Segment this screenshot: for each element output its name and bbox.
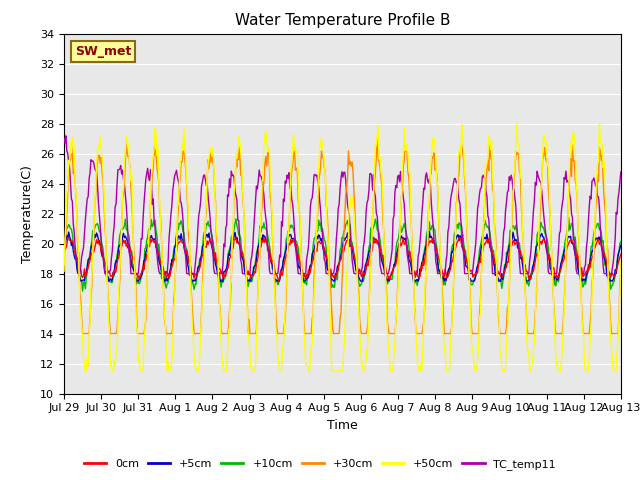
+10cm [617, 239, 625, 244]
+30cm [390, 331, 398, 336]
+10cm [204, 218, 212, 224]
Title: Water Temperature Profile B: Water Temperature Profile B [235, 13, 450, 28]
+50cm [313, 226, 321, 232]
+5cm [617, 242, 625, 248]
+30cm [373, 136, 381, 142]
+10cm [433, 244, 440, 250]
0cm [159, 263, 166, 268]
+30cm [481, 193, 489, 199]
+50cm [60, 268, 68, 274]
Line: +30cm: +30cm [64, 139, 621, 334]
+10cm [159, 281, 167, 287]
+5cm [204, 235, 212, 240]
Line: +10cm: +10cm [64, 218, 621, 291]
+5cm [78, 278, 86, 284]
+30cm [60, 262, 68, 267]
TC_temp11 [314, 180, 322, 185]
+30cm [617, 266, 625, 272]
+5cm [481, 235, 489, 240]
X-axis label: Time: Time [327, 419, 358, 432]
+5cm [159, 275, 167, 281]
+10cm [313, 227, 321, 232]
TC_temp11 [161, 271, 168, 276]
+5cm [60, 241, 68, 247]
+5cm [434, 260, 442, 266]
+5cm [426, 228, 433, 234]
Text: SW_met: SW_met [75, 45, 131, 58]
+50cm [480, 220, 488, 226]
0cm [313, 248, 321, 254]
0cm [617, 252, 625, 257]
0cm [370, 234, 378, 240]
+10cm [480, 224, 488, 229]
0cm [481, 241, 489, 247]
Line: +50cm: +50cm [64, 124, 621, 371]
0cm [390, 264, 398, 270]
+50cm [433, 179, 440, 185]
+10cm [565, 215, 573, 221]
+30cm [313, 222, 321, 228]
+10cm [79, 288, 86, 294]
+10cm [60, 236, 68, 241]
+30cm [434, 186, 442, 192]
+50cm [81, 368, 89, 374]
0cm [60, 251, 68, 257]
+10cm [389, 267, 397, 273]
+5cm [313, 233, 321, 239]
+30cm [159, 285, 167, 290]
Legend: 0cm, +5cm, +10cm, +30cm, +50cm, TC_temp11: 0cm, +5cm, +10cm, +30cm, +50cm, TC_temp1… [79, 455, 561, 474]
+50cm [204, 160, 212, 166]
TC_temp11 [205, 204, 213, 209]
0cm [434, 252, 442, 257]
TC_temp11 [617, 169, 625, 175]
Line: TC_temp11: TC_temp11 [64, 136, 621, 274]
TC_temp11 [60, 135, 68, 141]
TC_temp11 [75, 271, 83, 276]
0cm [204, 238, 211, 244]
+50cm [159, 288, 167, 294]
+50cm [389, 368, 397, 374]
TC_temp11 [434, 271, 442, 276]
Line: 0cm: 0cm [64, 237, 621, 280]
0cm [275, 277, 283, 283]
+30cm [204, 157, 212, 163]
+50cm [596, 121, 604, 127]
TC_temp11 [481, 175, 489, 180]
+50cm [617, 259, 625, 264]
TC_temp11 [390, 213, 398, 218]
+5cm [389, 267, 397, 273]
+30cm [79, 331, 86, 336]
Y-axis label: Temperature(C): Temperature(C) [22, 165, 35, 263]
Line: +5cm: +5cm [64, 231, 621, 281]
TC_temp11 [62, 133, 70, 139]
